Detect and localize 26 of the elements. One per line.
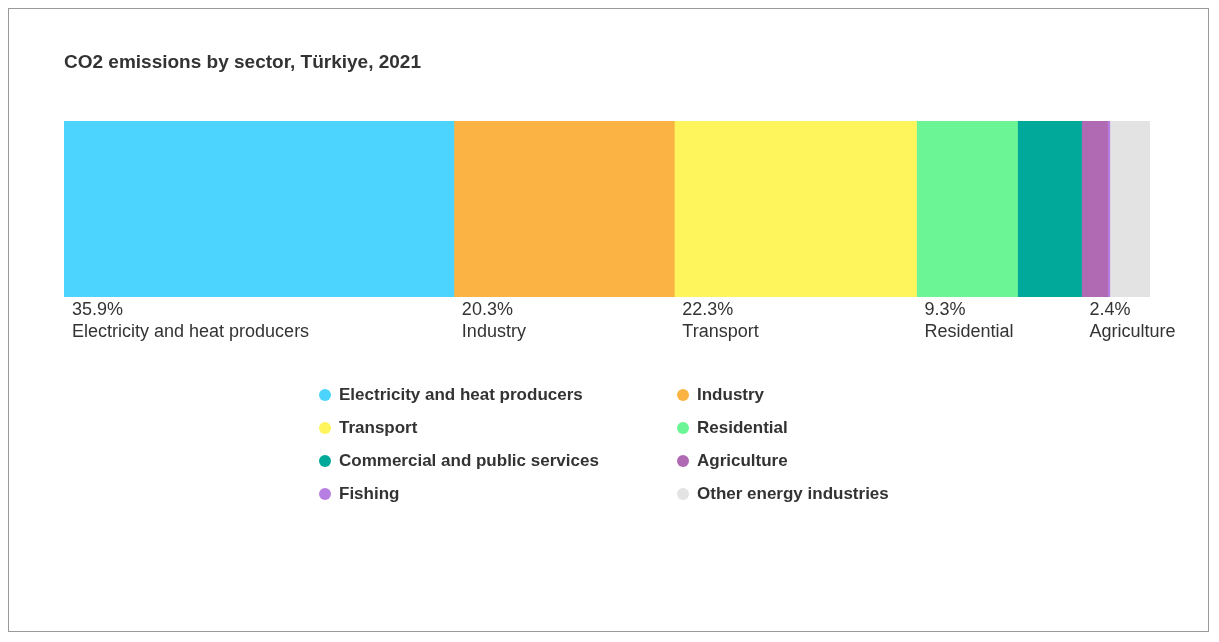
bar: [674, 121, 917, 297]
legend-label: Electricity and heat producers: [339, 385, 583, 405]
text: Residential: [924, 320, 1014, 341]
bar: [453, 121, 675, 297]
legend-label: Commercial and public services: [339, 451, 599, 471]
chart-title: CO2 emissions by sector, Türkiye, 2021: [64, 51, 422, 73]
text: Transport: [682, 320, 759, 341]
legend-label: Fishing: [339, 484, 400, 504]
bar: [1109, 121, 1150, 297]
bar: [916, 121, 1018, 297]
bar: [1081, 121, 1108, 297]
data-label: 20.3%: [461, 298, 513, 319]
text: Industry: [461, 320, 526, 341]
text: Electricity and heat producers: [72, 320, 310, 341]
legend-label: Agriculture: [697, 451, 788, 471]
legend-label: Transport: [339, 418, 418, 438]
legend-label: Other energy industries: [697, 484, 889, 504]
bar: [64, 121, 455, 297]
data-label: 2.4%: [1089, 298, 1131, 319]
text: Agriculture: [1089, 320, 1176, 341]
bar: [1017, 121, 1082, 297]
legend-label: Residential: [697, 418, 788, 438]
data-label: 9.3%: [924, 298, 966, 319]
data-label: 35.9%: [72, 298, 124, 319]
legend-label: Industry: [697, 385, 765, 405]
data-label: 22.3%: [682, 298, 734, 319]
